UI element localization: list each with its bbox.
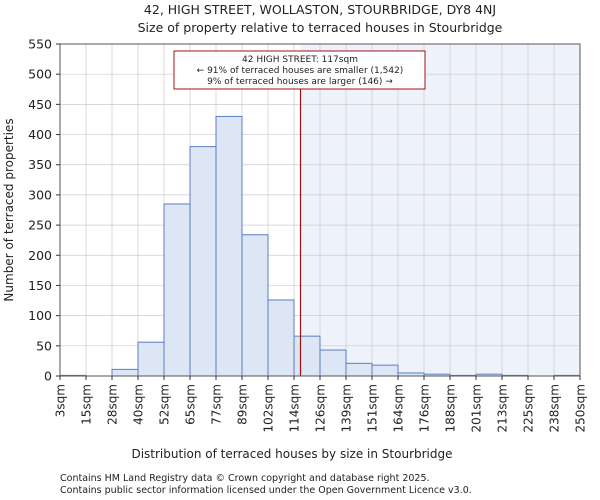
- x-tick-label: 65sqm: [184, 384, 198, 425]
- annotation-line2: ← 91% of terraced houses are smaller (1,…: [197, 66, 404, 76]
- x-tick-label: 176sqm: [418, 384, 432, 432]
- histogram-bar-40sqm: [137, 341, 165, 377]
- chart-title-line1: 42, HIGH STREET, WOLLASTON, STOURBRIDGE,…: [144, 2, 496, 17]
- y-tick-label: 550: [28, 37, 52, 52]
- y-tick-label: 200: [28, 248, 52, 263]
- histogram-bar-102sqm: [267, 299, 295, 377]
- footer-line1: Contains HM Land Registry data © Crown c…: [60, 473, 430, 484]
- x-tick-label: 188sqm: [444, 384, 458, 432]
- histogram-bar-52sqm: [163, 203, 191, 377]
- x-axis-label: Distribution of terraced houses by size …: [131, 447, 452, 461]
- y-tick-label: 50: [36, 338, 52, 353]
- x-tick-label: 102sqm: [262, 384, 276, 432]
- x-tick-label: 225sqm: [522, 384, 536, 432]
- x-tick-label: 126sqm: [314, 384, 328, 432]
- chart-title-line2: Size of property relative to terraced ho…: [138, 20, 503, 35]
- annotation-line3: 9% of terraced houses are larger (146) →: [207, 77, 393, 87]
- x-tick-label: 3sqm: [54, 384, 68, 417]
- histogram-bar-114sqm: [293, 335, 321, 377]
- y-tick-label: 150: [28, 278, 52, 293]
- y-tick-label: 100: [28, 308, 52, 323]
- histogram-bar-126sqm: [319, 349, 347, 377]
- x-tick-label: 114sqm: [288, 384, 302, 432]
- histogram-bar-77sqm: [215, 115, 243, 377]
- histogram-bar-151sqm: [371, 364, 399, 377]
- y-tick-label: 300: [28, 187, 52, 202]
- annotation-box: 42 HIGH STREET: 117sqm ← 91% of terraced…: [173, 50, 426, 90]
- x-tick-label: 52sqm: [158, 384, 172, 425]
- x-tick-label: 250sqm: [574, 384, 588, 432]
- y-tick-label: 350: [28, 157, 52, 172]
- histogram-bar-28sqm: [111, 368, 139, 377]
- annotation-frame: [173, 50, 426, 90]
- histogram-bar-65sqm: [189, 146, 217, 377]
- x-tick-label: 28sqm: [106, 384, 120, 425]
- y-tick-label: 250: [28, 218, 52, 233]
- x-tick-label: 201sqm: [470, 384, 484, 432]
- x-tick-label: 77sqm: [210, 384, 224, 425]
- x-tick-label: 15sqm: [80, 384, 94, 425]
- y-tick-label: 500: [28, 67, 52, 82]
- y-tick-label: 400: [28, 127, 52, 142]
- x-tick-label: 213sqm: [496, 384, 510, 432]
- x-tick-label: 89sqm: [236, 384, 250, 425]
- footer-line2: Contains public sector information licen…: [60, 485, 472, 496]
- x-tick-label: 238sqm: [548, 384, 562, 432]
- y-axis-label: Number of terraced properties: [2, 118, 16, 301]
- larger-region-shading: [300, 44, 580, 376]
- y-tick-label: 450: [28, 97, 52, 112]
- histogram-bar-89sqm: [241, 234, 269, 377]
- x-tick-label: 139sqm: [340, 384, 354, 432]
- x-tick-label: 151sqm: [366, 384, 380, 432]
- x-tick-label: 40sqm: [132, 384, 146, 425]
- x-tick-label: 164sqm: [392, 384, 406, 432]
- annotation-line1: 42 HIGH STREET: 117sqm: [242, 55, 358, 65]
- y-tick-label: 0: [44, 369, 52, 384]
- histogram-bar-139sqm: [345, 362, 373, 377]
